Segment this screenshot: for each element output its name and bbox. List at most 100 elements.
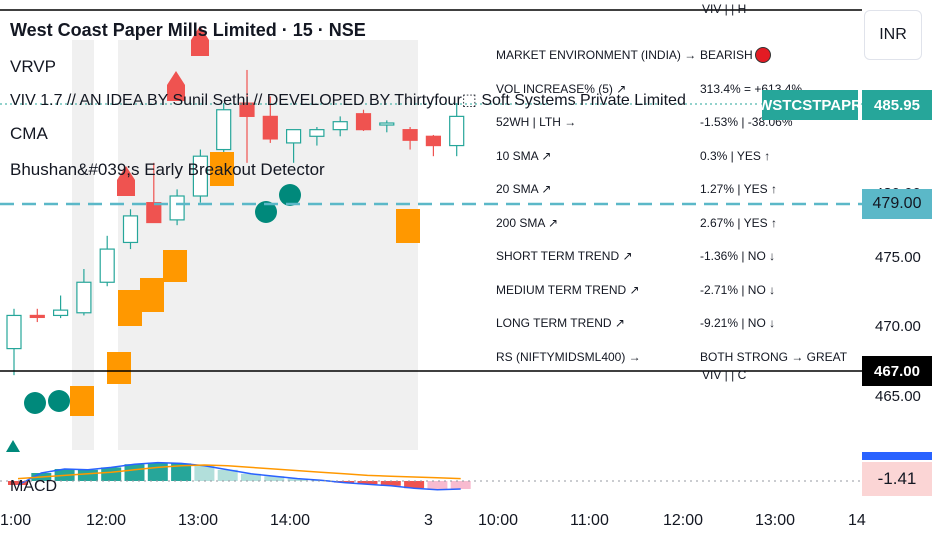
- viv-row-value: 1.27% | YES ↑: [700, 182, 777, 196]
- macd-bar: [427, 481, 448, 490]
- candle-body: [52, 309, 69, 317]
- viv-row-value: 0.3% | YES ↑: [700, 148, 771, 163]
- macd-bar: [8, 481, 28, 485]
- viv-row-value: BEARISH: [700, 48, 753, 62]
- macd-bar: [404, 481, 425, 489]
- time-label-2: 12:00: [86, 512, 127, 529]
- time-label-4: 14:00: [270, 512, 311, 529]
- viv-row-value: BOTH STRONG → GREAT: [700, 349, 848, 364]
- macd-bar: [217, 469, 238, 481]
- viv-row-label: 20 SMA ↗: [496, 182, 552, 196]
- macd-line: [17, 461, 461, 491]
- indicator-cma[interactable]: CMA: [10, 124, 48, 143]
- viv-row-label: LONG TERM TREND ↗: [496, 316, 625, 330]
- indicator-bhushan[interactable]: Bhushan&#039;s Early Breakout Detector: [10, 160, 325, 179]
- candle-body: [239, 102, 255, 117]
- viv-row-label: MARKET ENVIRONMENT (INDIA) →: [496, 48, 697, 62]
- viv-table-footer: VIV | | C: [702, 368, 747, 382]
- signal-dot: [24, 392, 46, 414]
- viv-row-label: 10 SMA ↗: [496, 148, 552, 163]
- macd-label[interactable]: MACD: [10, 478, 58, 495]
- last-price-tag: 485.95: [862, 90, 932, 120]
- viv-row-label: VOL INCREASE% (5) ↗: [496, 81, 627, 96]
- viv-row-value: -2.71% | NO ↓: [700, 282, 776, 297]
- viv-row-label: RS (NIFTYMIDSML400) →: [496, 349, 641, 364]
- macd-bar: [287, 478, 308, 481]
- signal-dot: [279, 184, 301, 206]
- candle-body: [355, 113, 372, 131]
- candle-body: [309, 129, 325, 137]
- macd-bar: [264, 476, 285, 481]
- macd-bar: [77, 469, 98, 481]
- candle-body: [169, 195, 185, 221]
- viv-row-label: 52WH | LTH →: [496, 115, 577, 129]
- dashed-level-tag: 479.00: [862, 189, 932, 219]
- time-label-8: 12:00: [663, 512, 704, 529]
- candle-body: [402, 129, 418, 141]
- viv-row-value: -9.21% | NO ↓: [700, 316, 776, 330]
- macd-bar: [194, 465, 215, 481]
- macd-bar: [171, 463, 192, 481]
- macd-value-tag: -1.41: [862, 462, 932, 496]
- macd-blue-tag: [862, 452, 932, 460]
- indicator-viv[interactable]: VIV 1.7 // AN IDEA BY Sunil Sethi // DEV…: [10, 92, 686, 109]
- signal-line: [17, 464, 461, 480]
- macd-bar: [124, 464, 145, 481]
- session-shade: [72, 40, 94, 450]
- time-label-6: 10:00: [478, 512, 519, 529]
- breakout-marker: [118, 290, 142, 326]
- candle-body: [29, 314, 45, 319]
- candle-body: [146, 202, 162, 224]
- sell-marker: [167, 71, 185, 101]
- signal-dot: [255, 201, 277, 223]
- candle-body: [262, 115, 278, 140]
- candle-body: [76, 281, 92, 314]
- candle-body: [286, 129, 302, 144]
- macd-bar: [357, 481, 378, 485]
- viv-row-label: SHORT TERM TREND ↗: [496, 249, 633, 263]
- candle-body: [216, 109, 232, 151]
- signal-dot: [48, 390, 70, 412]
- breakout-marker: [140, 278, 164, 312]
- session-shade: [118, 40, 418, 450]
- time-label-9: 13:00: [755, 512, 796, 529]
- signal-arrow-up: [6, 440, 20, 452]
- viv-row-value: 2.67% | YES ↑: [700, 215, 777, 230]
- breakout-marker: [210, 152, 234, 186]
- breakout-marker: [70, 386, 94, 416]
- macd-bar: [450, 481, 471, 489]
- breakout-marker: [163, 250, 187, 282]
- symbol-tag[interactable]: WSTCSTPAPR: [758, 90, 862, 120]
- sell-marker: [117, 166, 135, 196]
- candle-body: [192, 155, 208, 197]
- viv-row-label: MEDIUM TERM TREND ↗: [496, 282, 640, 297]
- candle-body: [122, 215, 139, 244]
- breakout-marker: [107, 352, 131, 384]
- time-label-10: 14: [848, 512, 866, 529]
- macd-bar: [241, 473, 261, 481]
- viv-table-header: VIV | | H: [702, 2, 747, 16]
- viv-row-value: -1.36% | NO ↓: [700, 249, 776, 263]
- candle-body: [332, 121, 348, 131]
- currency-button[interactable]: INR: [864, 10, 922, 60]
- indicator-vrvp[interactable]: VRVP: [10, 57, 56, 76]
- candle-body: [379, 122, 395, 126]
- time-label-7: 11:00: [570, 512, 609, 529]
- macd-bar: [380, 481, 401, 486]
- macd-bar: [334, 481, 355, 483]
- breakout-marker: [396, 209, 420, 243]
- candle-body: [99, 248, 115, 283]
- bearish-dot-icon: [755, 47, 771, 63]
- time-label-3: 13:00: [178, 512, 219, 529]
- sell-marker: [191, 26, 209, 56]
- black-level-tag: 467.00: [862, 356, 932, 386]
- price-label-470: 470.00: [875, 318, 921, 335]
- candle-body: [6, 314, 22, 350]
- candle-body: [449, 115, 465, 147]
- time-label-1: 1:00: [0, 512, 32, 529]
- viv-row-label: 200 SMA ↗: [496, 215, 559, 230]
- macd-bar: [147, 462, 168, 481]
- price-label-465: 465.00: [875, 388, 921, 405]
- page-title[interactable]: West Coast Paper Mills Limited · 15 · NS…: [10, 20, 366, 40]
